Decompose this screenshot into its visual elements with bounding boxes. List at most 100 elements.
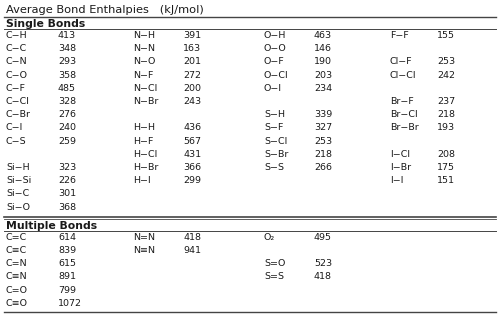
Text: C−Cl: C−Cl — [6, 97, 30, 106]
Text: 799: 799 — [58, 286, 76, 295]
Text: I−Br: I−Br — [390, 163, 411, 172]
Text: N=N: N=N — [133, 233, 155, 242]
Text: 226: 226 — [58, 176, 76, 185]
Text: 155: 155 — [437, 31, 455, 40]
Text: 567: 567 — [183, 137, 201, 146]
Text: 201: 201 — [183, 57, 201, 66]
Text: H−F: H−F — [133, 137, 154, 146]
Text: 358: 358 — [58, 71, 76, 80]
Text: Br−F: Br−F — [390, 97, 414, 106]
Text: 208: 208 — [437, 150, 455, 159]
Text: Si−O: Si−O — [6, 202, 30, 211]
Text: O−O: O−O — [264, 44, 287, 53]
Text: O₂: O₂ — [264, 233, 275, 242]
Text: 1072: 1072 — [58, 299, 82, 308]
Text: C−F: C−F — [6, 84, 26, 93]
Text: C=C: C=C — [6, 233, 27, 242]
Text: 200: 200 — [183, 84, 201, 93]
Text: C=O: C=O — [6, 286, 28, 295]
Text: O−F: O−F — [264, 57, 285, 66]
Text: S−H: S−H — [264, 110, 285, 119]
Text: C−O: C−O — [6, 71, 28, 80]
Text: C≡O: C≡O — [6, 299, 28, 308]
Text: 163: 163 — [183, 44, 201, 53]
Text: Si−C: Si−C — [6, 189, 29, 198]
Text: 323: 323 — [58, 163, 76, 172]
Text: N−Cl: N−Cl — [133, 84, 157, 93]
Text: H−H: H−H — [133, 124, 155, 133]
Text: S−Cl: S−Cl — [264, 137, 287, 146]
Text: 328: 328 — [58, 97, 76, 106]
Text: S−S: S−S — [264, 163, 284, 172]
Text: C−I: C−I — [6, 124, 24, 133]
Text: 242: 242 — [437, 71, 455, 80]
Text: 436: 436 — [183, 124, 201, 133]
Text: 146: 146 — [314, 44, 332, 53]
Text: Si−Si: Si−Si — [6, 176, 31, 185]
Text: O−H: O−H — [264, 31, 286, 40]
Text: 243: 243 — [183, 97, 201, 106]
Text: 253: 253 — [314, 137, 332, 146]
Text: N−N: N−N — [133, 44, 155, 53]
Text: Average Bond Enthalpies   (kJ/mol): Average Bond Enthalpies (kJ/mol) — [6, 5, 204, 15]
Text: 253: 253 — [437, 57, 455, 66]
Text: O−I: O−I — [264, 84, 282, 93]
Text: 615: 615 — [58, 259, 76, 268]
Text: 431: 431 — [183, 150, 201, 159]
Text: C≡N: C≡N — [6, 272, 28, 281]
Text: 891: 891 — [58, 272, 76, 281]
Text: C−S: C−S — [6, 137, 26, 146]
Text: 301: 301 — [58, 189, 76, 198]
Text: 495: 495 — [314, 233, 332, 242]
Text: 218: 218 — [314, 150, 332, 159]
Text: S−F: S−F — [264, 124, 283, 133]
Text: 614: 614 — [58, 233, 76, 242]
Text: 327: 327 — [314, 124, 332, 133]
Text: 259: 259 — [58, 137, 76, 146]
Text: 348: 348 — [58, 44, 76, 53]
Text: 193: 193 — [437, 124, 455, 133]
Text: H−I: H−I — [133, 176, 151, 185]
Text: 391: 391 — [183, 31, 201, 40]
Text: 234: 234 — [314, 84, 332, 93]
Text: 523: 523 — [314, 259, 332, 268]
Text: Br−Br: Br−Br — [390, 124, 419, 133]
Text: C−N: C−N — [6, 57, 28, 66]
Text: F−F: F−F — [390, 31, 409, 40]
Text: H−Br: H−Br — [133, 163, 158, 172]
Text: 339: 339 — [314, 110, 332, 119]
Text: 151: 151 — [437, 176, 455, 185]
Text: N≡N: N≡N — [133, 246, 155, 255]
Text: Single Bonds: Single Bonds — [6, 19, 85, 29]
Text: 276: 276 — [58, 110, 76, 119]
Text: 203: 203 — [314, 71, 332, 80]
Text: S−Br: S−Br — [264, 150, 288, 159]
Text: 413: 413 — [58, 31, 76, 40]
Text: Cl−F: Cl−F — [390, 57, 412, 66]
Text: 266: 266 — [314, 163, 332, 172]
Text: Multiple Bonds: Multiple Bonds — [6, 221, 97, 231]
Text: Si−H: Si−H — [6, 163, 30, 172]
Text: N−O: N−O — [133, 57, 156, 66]
Text: S=O: S=O — [264, 259, 285, 268]
Text: 485: 485 — [58, 84, 76, 93]
Text: 240: 240 — [58, 124, 76, 133]
Text: 418: 418 — [314, 272, 332, 281]
Text: 272: 272 — [183, 71, 201, 80]
Text: H−Cl: H−Cl — [133, 150, 157, 159]
Text: 463: 463 — [314, 31, 332, 40]
Text: C−H: C−H — [6, 31, 28, 40]
Text: 299: 299 — [183, 176, 201, 185]
Text: I−I: I−I — [390, 176, 404, 185]
Text: 366: 366 — [183, 163, 201, 172]
Text: C=N: C=N — [6, 259, 28, 268]
Text: O−Cl: O−Cl — [264, 71, 288, 80]
Text: 190: 190 — [314, 57, 332, 66]
Text: 175: 175 — [437, 163, 455, 172]
Text: I−Cl: I−Cl — [390, 150, 410, 159]
Text: 368: 368 — [58, 202, 76, 211]
Text: N−F: N−F — [133, 71, 154, 80]
Text: C−Br: C−Br — [6, 110, 31, 119]
Text: 839: 839 — [58, 246, 76, 255]
Text: C−C: C−C — [6, 44, 27, 53]
